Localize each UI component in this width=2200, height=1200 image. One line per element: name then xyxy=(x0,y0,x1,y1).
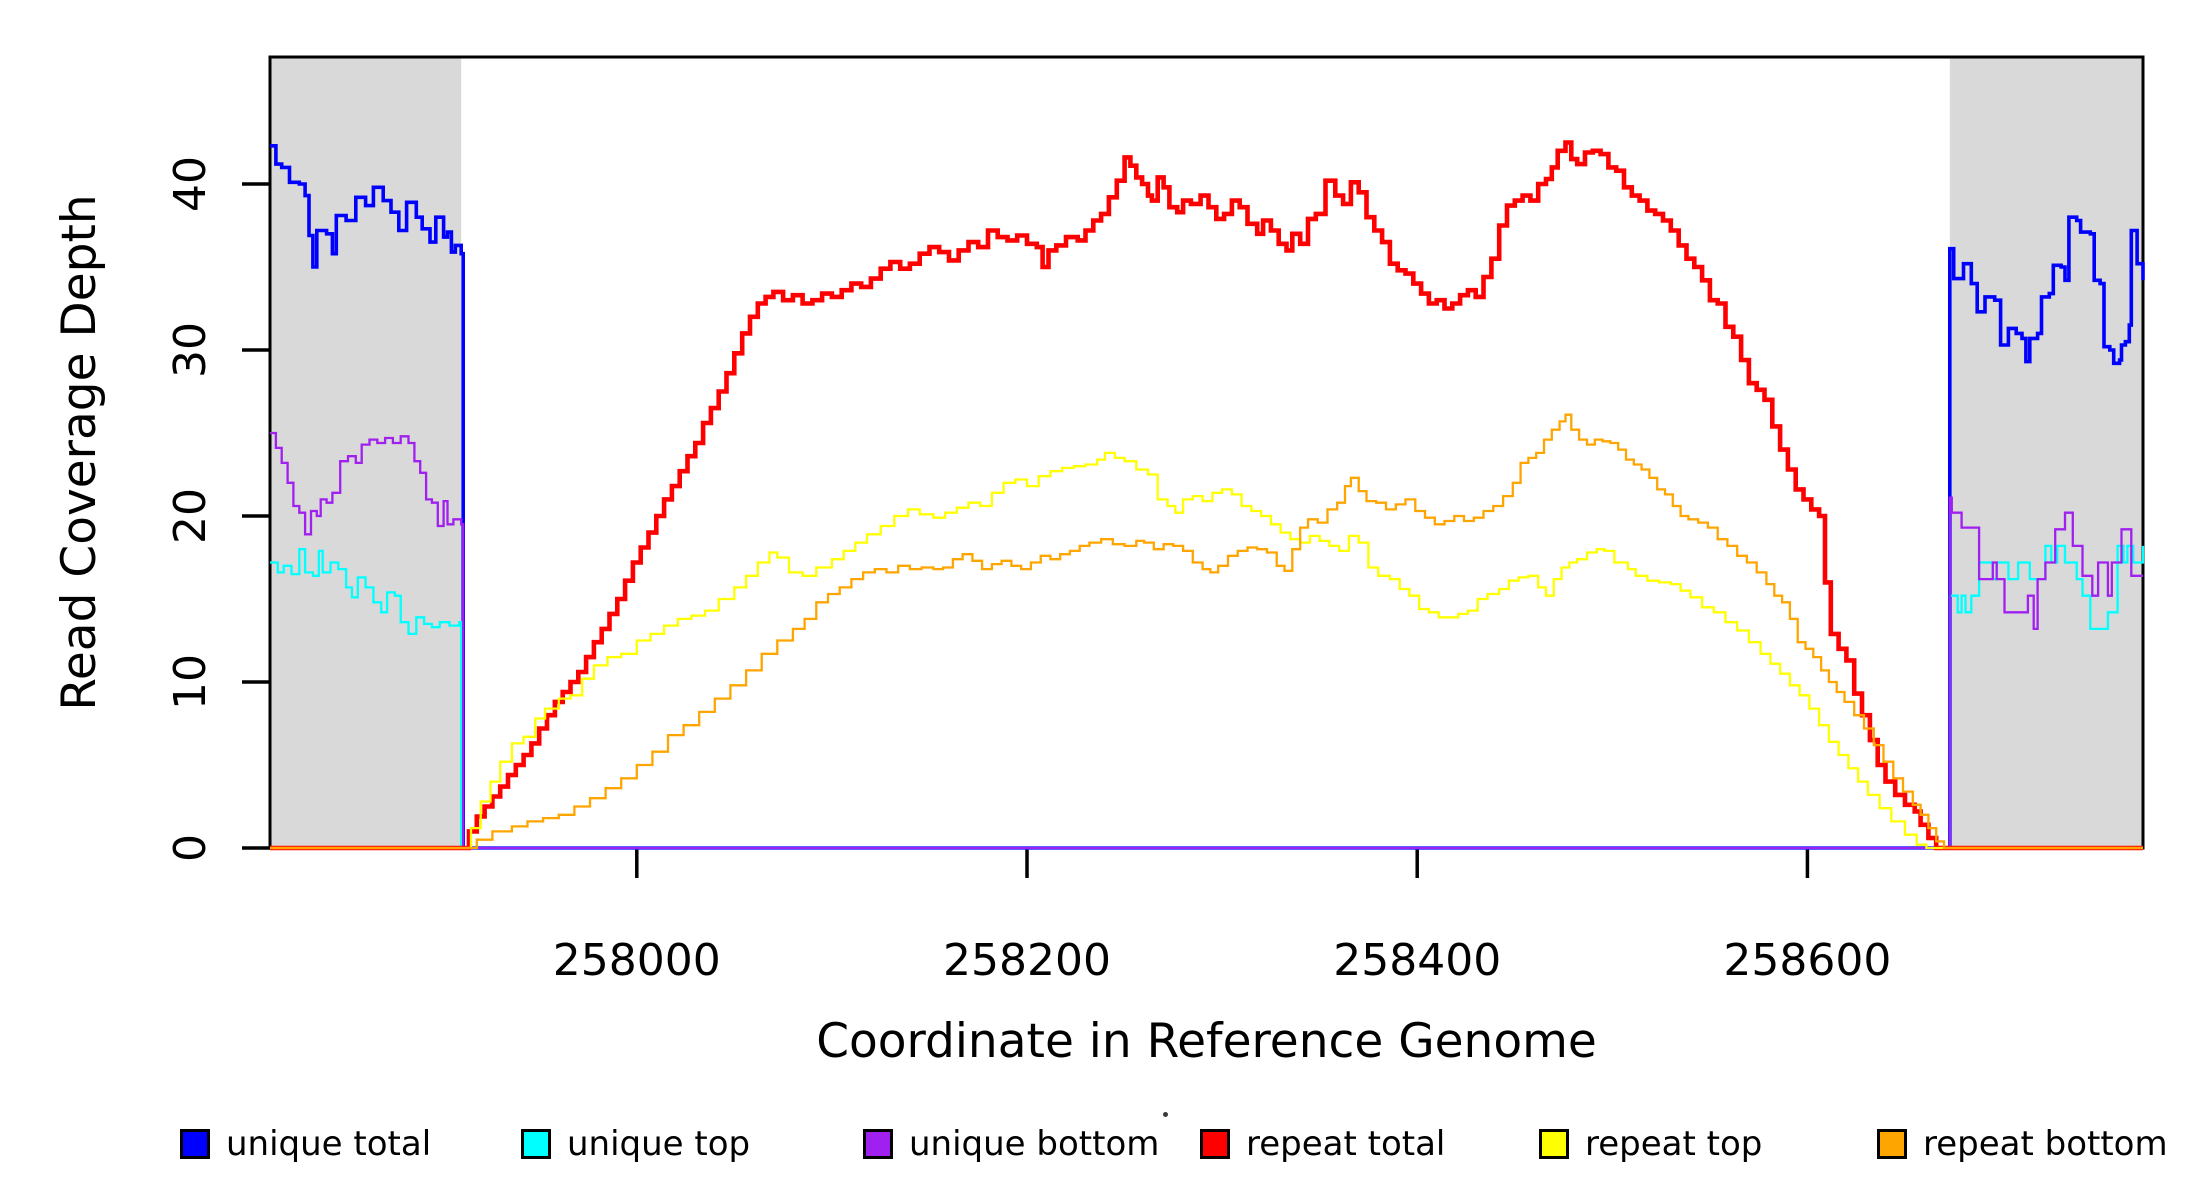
unique-total-swatch-icon xyxy=(180,1129,210,1159)
legend-label: unique bottom xyxy=(909,1124,1160,1164)
x-tick-label-258400: 258400 xyxy=(1333,935,1501,986)
stray-dot xyxy=(1163,1112,1168,1117)
legend-item-repeat-bottom: repeat bottom xyxy=(1877,1124,2168,1164)
y-tick-label-40: 40 xyxy=(165,156,216,212)
legend-item-repeat-total: repeat total xyxy=(1200,1124,1445,1164)
series-unique-total xyxy=(270,144,2145,850)
repeat-total-swatch-icon xyxy=(1200,1129,1230,1159)
legend-label: unique top xyxy=(567,1124,751,1164)
series-unique-bottom xyxy=(270,431,2143,850)
legend-item-unique-top: unique top xyxy=(521,1124,750,1164)
legend-item-repeat-top: repeat top xyxy=(1539,1124,1762,1164)
repeat-top-swatch-icon xyxy=(1539,1129,1569,1159)
unique-bottom-swatch-icon xyxy=(863,1129,893,1159)
plot-border xyxy=(268,55,2145,850)
y-tick-label-20: 20 xyxy=(165,488,216,544)
legend: unique total unique top unique bottom re… xyxy=(0,1124,2200,1170)
unique-top-swatch-icon xyxy=(521,1129,551,1159)
y-tick-label-10: 10 xyxy=(165,654,216,710)
x-tick-label-258000: 258000 xyxy=(553,935,721,986)
x-axis-label: Coordinate in Reference Genome xyxy=(816,1014,1597,1069)
series-repeat-bottom xyxy=(270,413,2143,850)
repeat-bottom-swatch-icon xyxy=(1877,1129,1907,1159)
series-repeat-top xyxy=(270,451,2143,850)
legend-item-unique-total: unique total xyxy=(180,1124,431,1164)
band-flank-right xyxy=(1949,57,2143,848)
series-repeat-total xyxy=(270,140,2143,851)
legend-label: repeat top xyxy=(1585,1124,1763,1164)
band-flank-left xyxy=(270,57,462,848)
x-tick-label-258600: 258600 xyxy=(1723,935,1891,986)
y-tick-label-0: 0 xyxy=(165,834,216,862)
y-tick-label-30: 30 xyxy=(165,322,216,378)
legend-label: repeat total xyxy=(1246,1124,1446,1164)
legend-item-unique-bottom: unique bottom xyxy=(863,1124,1159,1164)
series-unique-top xyxy=(270,544,2145,850)
x-tick-label-258200: 258200 xyxy=(943,935,1111,986)
legend-label: unique total xyxy=(226,1124,432,1164)
legend-label: repeat bottom xyxy=(1923,1124,2168,1164)
y-axis-label: Read Coverage Depth xyxy=(52,194,107,710)
